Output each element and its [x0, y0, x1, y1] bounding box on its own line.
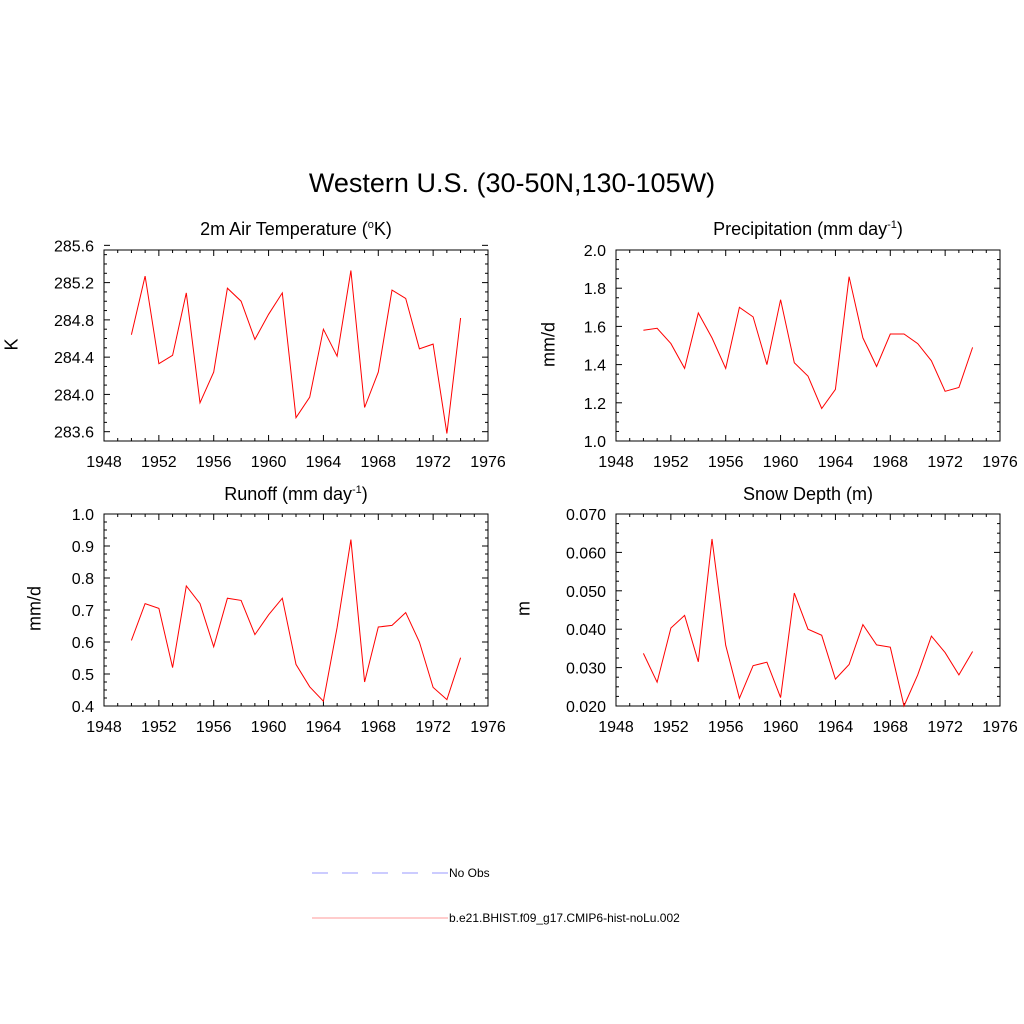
x-tick-label-temperature: 1948	[86, 454, 122, 471]
main-title: Western U.S. (30-50N,130-105W)	[308, 168, 716, 198]
x-tick-label-precipitation: 1964	[818, 454, 854, 471]
y-tick-label-precipitation: 1.0	[584, 434, 606, 451]
panel-title-text: 2m Air Temperature (	[200, 219, 368, 239]
y-tick-label-runoff: 1.0	[72, 507, 94, 524]
panel-title-temperature: 2m Air Temperature (oK)	[104, 219, 488, 240]
panel-title-precipitation: Precipitation (mm day-1)	[616, 219, 1000, 240]
y-tick-label-precipitation: 1.4	[584, 358, 606, 375]
x-tick-label-precipitation: 1948	[598, 454, 634, 471]
x-tick-label-runoff: 1968	[360, 719, 396, 736]
y-tick-label-runoff: 0.6	[72, 635, 94, 652]
y-tick-label-precipitation: 1.2	[584, 396, 606, 413]
series-line-temperature	[130, 270, 462, 434]
y-tick-label-runoff: 0.9	[72, 539, 94, 556]
y-tick-label-runoff: 0.5	[72, 667, 94, 684]
legend-label-no-obs: No Obs	[449, 866, 490, 880]
y-tick-label-runoff: 0.7	[72, 603, 94, 620]
x-tick-label-runoff: 1952	[141, 719, 177, 736]
x-tick-label-precipitation: 1952	[653, 454, 689, 471]
y-tick-label-runoff: 0.8	[72, 571, 94, 588]
x-tick-label-temperature: 1964	[306, 454, 342, 471]
plot-frame-precipitation	[615, 249, 1001, 442]
panel-title-text: Snow Depth (m)	[742, 484, 874, 504]
x-tick-label-snow-depth: 1960	[763, 719, 799, 736]
y-tick-label-precipitation: 1.6	[584, 319, 606, 336]
y-tick-label-snow-depth: 0.060	[566, 545, 606, 562]
panel-title-sup: -1	[887, 219, 897, 231]
x-tick-label-snow-depth: 1964	[818, 719, 854, 736]
x-tick-label-runoff: 1976	[470, 719, 506, 736]
x-tick-label-temperature: 1976	[470, 454, 506, 471]
series-line-snow-depth	[642, 538, 974, 708]
legend-swatch-no-obs	[312, 872, 448, 874]
legend-label-model: b.e21.BHIST.f09_g17.CMIP6-hist-noLu.002	[449, 911, 680, 925]
y-tick-label-snow-depth: 0.050	[566, 584, 606, 601]
panel-title-end: )	[361, 484, 368, 504]
x-tick-label-snow-depth: 1952	[653, 719, 689, 736]
x-tick-label-precipitation: 1960	[763, 454, 799, 471]
x-tick-label-snow-depth: 1976	[982, 719, 1018, 736]
plot-frame-snow-depth	[615, 513, 1001, 707]
y-tick-label-temperature: 284.8	[54, 313, 94, 330]
x-tick-label-snow-depth: 1972	[927, 719, 963, 736]
x-tick-label-temperature: 1968	[360, 454, 396, 471]
x-tick-label-snow-depth: 1968	[872, 719, 908, 736]
panel-title-runoff: Runoff (mm day-1)	[104, 484, 488, 505]
x-tick-label-snow-depth: 1956	[708, 719, 744, 736]
y-tick-label-precipitation: 2.0	[584, 243, 606, 260]
y-tick-label-temperature: 284.4	[54, 350, 94, 367]
x-tick-label-temperature: 1956	[196, 454, 232, 471]
x-tick-label-snow-depth: 1948	[598, 719, 634, 736]
panel-title-text: Runoff (mm day	[224, 484, 352, 504]
y-tick-label-snow-depth: 0.020	[566, 699, 606, 716]
x-tick-label-runoff: 1964	[306, 719, 342, 736]
x-tick-label-runoff: 1956	[196, 719, 232, 736]
y-tick-label-runoff: 0.4	[72, 699, 94, 716]
x-tick-label-temperature: 1952	[141, 454, 177, 471]
x-tick-label-temperature: 1972	[415, 454, 451, 471]
x-tick-label-temperature: 1960	[251, 454, 287, 471]
x-tick-label-runoff: 1972	[415, 719, 451, 736]
panel-title-sup: -1	[351, 484, 362, 496]
panel-title-text: Precipitation (mm day	[713, 219, 888, 239]
x-tick-label-precipitation: 1956	[708, 454, 744, 471]
y-tick-label-snow-depth: 0.040	[566, 622, 606, 639]
legend-swatch-model	[312, 917, 448, 919]
panel-title-end: )	[896, 219, 903, 239]
x-tick-label-runoff: 1948	[86, 719, 122, 736]
series-line-runoff	[130, 539, 462, 703]
panel-title-sup: o	[367, 219, 374, 231]
y-tick-label-snow-depth: 0.070	[566, 507, 606, 524]
y-tick-label-temperature: 283.6	[54, 425, 94, 442]
x-tick-label-precipitation: 1972	[927, 454, 963, 471]
x-tick-label-precipitation: 1968	[872, 454, 908, 471]
x-tick-label-precipitation: 1976	[982, 454, 1018, 471]
y-tick-label-temperature: 285.2	[54, 276, 94, 293]
x-tick-label-runoff: 1960	[251, 719, 287, 736]
panel-title-snow-depth: Snow Depth (m)	[616, 484, 1000, 505]
y-tick-label-snow-depth: 0.030	[566, 661, 606, 678]
y-tick-label-temperature: 285.6	[54, 238, 94, 255]
y-tick-label-temperature: 284.0	[54, 387, 94, 404]
series-line-precipitation	[643, 276, 974, 410]
panel-title-end: K)	[373, 219, 392, 239]
y-tick-label-precipitation: 1.8	[584, 281, 606, 298]
